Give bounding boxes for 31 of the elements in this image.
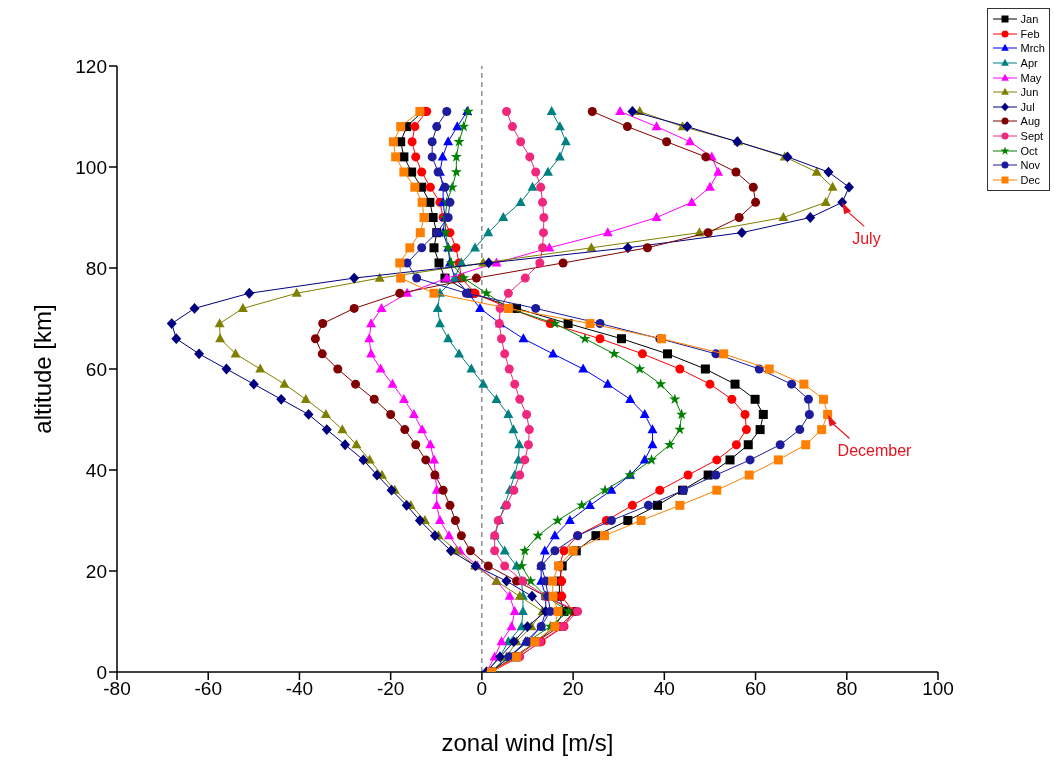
legend-label: Sept [1020, 130, 1044, 143]
legend-label: Jul [1020, 100, 1035, 113]
legend-label: Nov [1020, 159, 1041, 172]
x-axis-title: zonal wind [m/s] [441, 729, 614, 756]
annotation: July [852, 230, 881, 248]
legend-label: Mrch [1020, 42, 1045, 55]
y-tick-label: 40 [85, 459, 107, 481]
x-tick-label: 20 [562, 678, 584, 700]
y-tick-label: 100 [75, 156, 107, 178]
legend-label: Apr [1020, 57, 1038, 70]
x-tick-label: 40 [653, 678, 675, 700]
x-tick-label: 60 [744, 678, 767, 700]
legend-label: Oct [1020, 144, 1038, 157]
x-tick-label: 80 [836, 678, 858, 700]
legend-label: Aug [1020, 115, 1041, 128]
y-tick-label: 60 [85, 358, 107, 380]
annotation: December [837, 442, 913, 460]
x-tick-label: -60 [194, 678, 222, 700]
y-tick-label: 20 [85, 560, 107, 582]
x-tick-label: 0 [476, 678, 488, 700]
legend-label: Dec [1020, 173, 1041, 186]
y-tick-label: 80 [85, 257, 107, 279]
y-axis-title: altitude [km] [28, 304, 56, 434]
legend-label: May [1020, 71, 1042, 84]
legend-label: Jun [1020, 86, 1039, 99]
legend-label: Feb [1020, 27, 1040, 40]
x-tick-label: -40 [285, 678, 314, 700]
x-tick-label: -20 [376, 678, 405, 700]
y-tick-label: 120 [75, 55, 107, 77]
legend-label: Jan [1020, 13, 1039, 26]
x-tick-label: 100 [922, 678, 954, 700]
